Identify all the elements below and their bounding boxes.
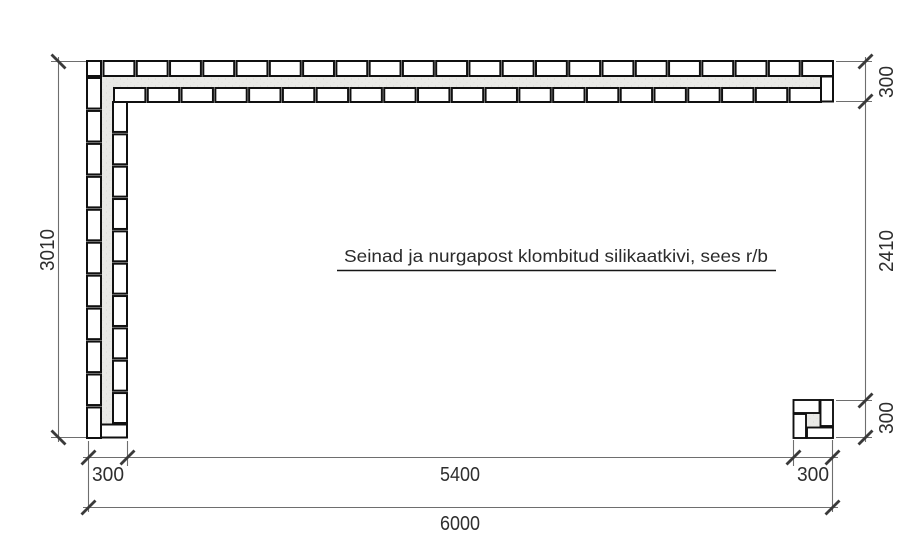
brick (86, 60, 102, 77)
brick (801, 60, 835, 77)
brick (534, 60, 568, 77)
brick (112, 101, 128, 133)
brick (86, 208, 102, 242)
brick (619, 87, 654, 103)
brick (368, 60, 402, 77)
brick (281, 87, 316, 103)
brick (734, 60, 768, 77)
brick (86, 307, 102, 341)
brick (86, 77, 102, 110)
brick (687, 87, 721, 103)
wall-core-fill (101, 76, 823, 425)
annotation-text: Seinad ja nurgapost klombitud silikaatki… (344, 246, 768, 266)
brick (86, 340, 102, 374)
dim-right-bottom: 300 (876, 402, 898, 434)
brick (86, 142, 102, 176)
brick (112, 198, 128, 230)
brick (86, 373, 102, 407)
brick (435, 60, 469, 77)
brick (248, 87, 282, 103)
dimension-ticks (50, 53, 874, 516)
brick (754, 87, 789, 103)
brick (468, 60, 502, 77)
brick (86, 406, 102, 440)
top-wall-core (101, 76, 823, 88)
brick (417, 87, 451, 103)
brick (235, 60, 269, 77)
brick (601, 60, 635, 77)
brick (585, 87, 620, 103)
brick (112, 359, 128, 392)
brick (113, 87, 147, 103)
brick (668, 60, 701, 77)
brick (501, 60, 535, 77)
brick (820, 75, 834, 103)
brick (653, 87, 687, 103)
brick (268, 60, 302, 77)
brick (788, 87, 822, 103)
brick (146, 87, 181, 103)
brick (112, 295, 128, 327)
post-brick (806, 426, 834, 439)
dimension-lines (51, 57, 872, 512)
brick (112, 165, 128, 198)
brick (86, 241, 102, 275)
brick (767, 60, 801, 77)
brick (568, 60, 602, 77)
brick (315, 87, 350, 103)
dim-bottom-total: 6000 (440, 513, 480, 535)
brick (112, 327, 128, 360)
dim-bottom-middle: 5400 (440, 464, 480, 486)
corner-post (792, 399, 834, 439)
dim-bottom-right: 300 (797, 464, 829, 486)
brick (180, 87, 214, 103)
brick (202, 60, 236, 77)
post-core (806, 413, 820, 427)
brick (86, 175, 102, 209)
brick (701, 60, 735, 77)
brick (349, 87, 383, 103)
wall-bricks (86, 60, 835, 440)
brick (401, 60, 435, 77)
dim-right-middle: 2410 (876, 230, 898, 272)
post-brick (792, 399, 821, 414)
brick (86, 109, 102, 143)
brick (102, 60, 136, 77)
brick (112, 230, 128, 263)
dim-right-top: 300 (876, 66, 898, 98)
dim-bottom-left: 300 (92, 464, 124, 486)
brick (112, 262, 128, 295)
brick (335, 60, 369, 77)
brick (169, 60, 202, 77)
brick (721, 87, 755, 103)
post-brick (792, 413, 807, 439)
brick (112, 133, 128, 166)
brick (518, 87, 552, 103)
brick (100, 423, 128, 439)
brick (86, 274, 102, 308)
brick (302, 60, 335, 77)
brick (112, 392, 128, 424)
dim-left-total: 3010 (37, 229, 59, 271)
brick (383, 87, 417, 103)
brick (552, 87, 586, 103)
brick (450, 87, 485, 103)
brick (214, 87, 248, 103)
brick (634, 60, 668, 77)
left-wall-core (101, 76, 113, 425)
brick (484, 87, 518, 103)
post-brick (819, 399, 834, 427)
brick (135, 60, 169, 77)
